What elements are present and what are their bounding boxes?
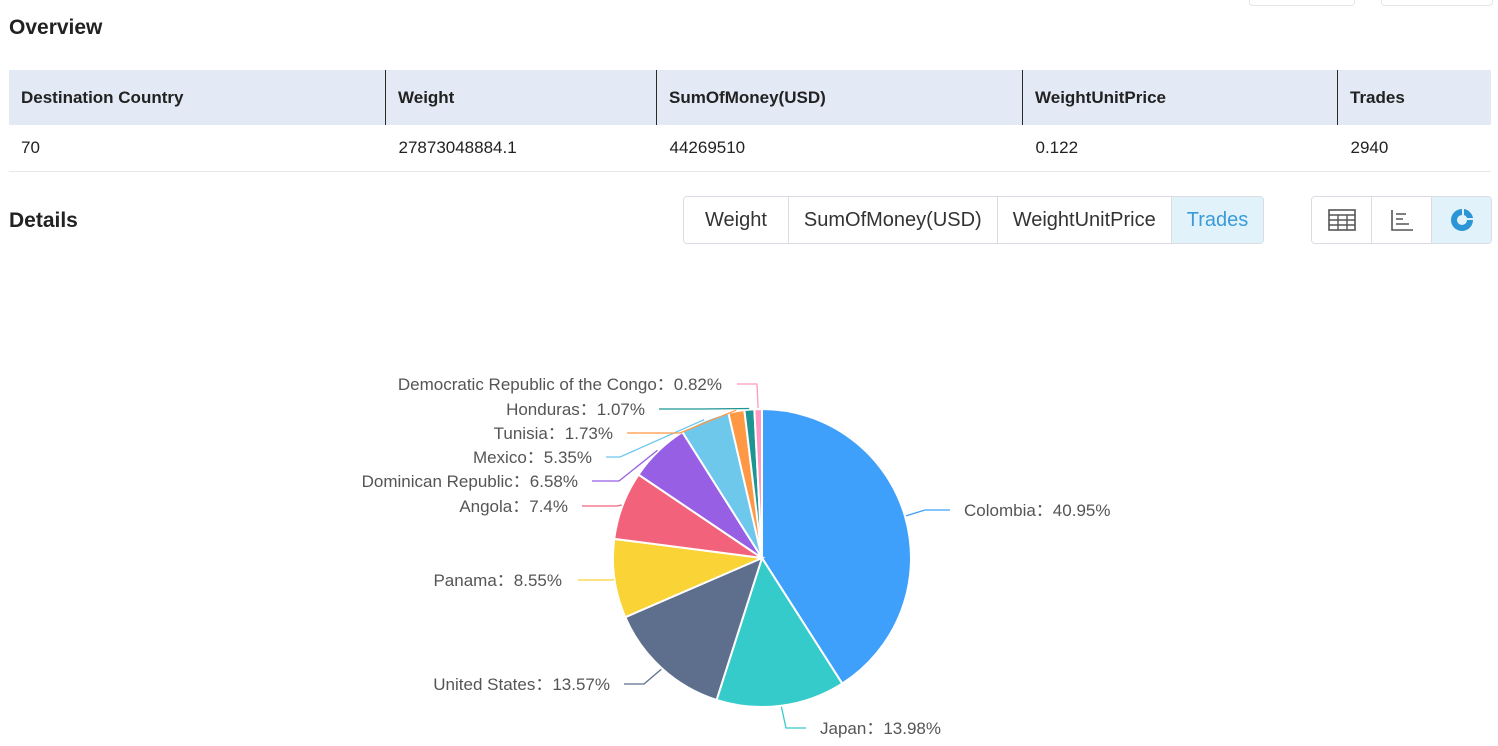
slice-label-united-states: United States：13.57% <box>433 675 610 694</box>
slice-label-panama: Panama：8.55% <box>433 571 562 590</box>
slice-label-honduras: Honduras：1.07% <box>506 400 645 419</box>
leader-line-panama <box>578 579 614 580</box>
leader-line-angola <box>582 505 622 506</box>
leader-line-united-states <box>624 669 661 684</box>
slice-label-japan: Japan：13.98% <box>820 719 941 738</box>
leader-line-democratic-republic-of-the-congo <box>737 384 758 408</box>
slice-label-dominican-republic: Dominican Republic：6.58% <box>362 472 578 491</box>
slice-label-tunisia: Tunisia：1.73% <box>494 424 613 443</box>
slice-label-democratic-republic-of-the-congo: Democratic Republic of the Congo：0.82% <box>398 375 722 394</box>
slice-label-colombia: Colombia：40.95% <box>964 501 1110 520</box>
leader-line-honduras <box>659 409 749 410</box>
leader-line-colombia <box>906 510 950 516</box>
slice-label-angola: Angola：7.4% <box>459 497 568 516</box>
slice-label-mexico: Mexico：5.35% <box>473 448 592 467</box>
leader-line-japan <box>781 707 806 728</box>
